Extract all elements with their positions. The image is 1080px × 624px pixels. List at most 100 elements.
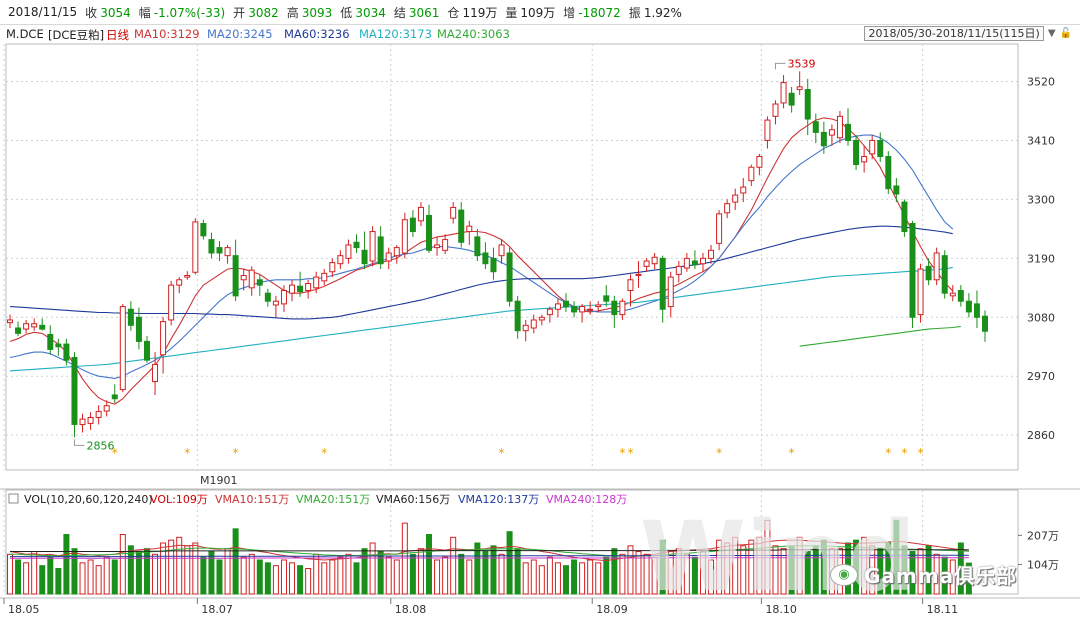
- candle-body: [87, 416, 94, 424]
- stat-item: 增 -18072: [563, 4, 621, 21]
- ma-line-ma60: [9, 225, 953, 320]
- volume-bar: [748, 539, 755, 595]
- volume-bar: [933, 553, 940, 595]
- stat-item: 结 3061: [394, 4, 440, 21]
- candle-body: [619, 300, 626, 316]
- candle-body: [208, 239, 215, 254]
- volume-bar: [603, 556, 610, 595]
- volume-bar: [143, 548, 150, 595]
- candle-body: [546, 308, 553, 316]
- volume-bar: [39, 565, 46, 595]
- lock-icon[interactable]: 🔓: [1059, 28, 1072, 39]
- stat-value: -1.07%(-33): [153, 5, 226, 20]
- candle-body: [216, 247, 223, 254]
- volume-bar: [716, 539, 723, 595]
- volume-bar: [756, 536, 763, 595]
- x-tick-label: 18.09: [596, 603, 628, 616]
- volume-bar: [63, 534, 70, 595]
- candle-body: [901, 201, 908, 233]
- event-star-icon: *: [716, 446, 722, 460]
- candle-body: [716, 213, 723, 244]
- candle-body: [788, 92, 795, 106]
- candle-body: [627, 279, 634, 291]
- volume-bar: [820, 539, 827, 595]
- candle-body: [820, 131, 827, 147]
- candle-body: [482, 252, 489, 265]
- volume-bar: [47, 556, 54, 595]
- volume-bar: [635, 551, 642, 595]
- date-range-text[interactable]: 2018/05/30-2018/11/15(115日): [864, 26, 1044, 41]
- candle-body: [732, 194, 739, 203]
- volume-bar: [579, 562, 586, 595]
- candle-body: [297, 285, 304, 293]
- date-range-selector[interactable]: 2018/05/30-2018/11/15(115日) ▼ 🔓: [864, 26, 1072, 41]
- annotation-leader: [774, 62, 786, 70]
- candle-body: [192, 221, 199, 273]
- stat-key: 低: [340, 5, 353, 20]
- volume-bar: [426, 534, 433, 595]
- volume-bar: [208, 551, 215, 595]
- candle-body: [329, 262, 336, 273]
- candle-body: [232, 255, 239, 297]
- stat-value: 109万: [520, 5, 556, 20]
- volume-bar: [216, 559, 223, 595]
- candle-body: [224, 247, 231, 257]
- stat-value: 1.92%: [643, 5, 682, 20]
- candle-body: [917, 268, 924, 316]
- y-tick-label: 3520: [1027, 76, 1055, 89]
- volume-legend-item: VMA240:128万: [546, 493, 627, 506]
- volume-bar: [772, 545, 779, 595]
- stat-item: 高 3093: [287, 4, 333, 21]
- volume-bar: [869, 545, 876, 595]
- ma-line-ma120: [9, 266, 953, 372]
- volume-bar: [119, 534, 126, 595]
- x-tick-label: 18.07: [201, 603, 233, 616]
- event-star-icon: *: [918, 446, 924, 460]
- volume-bar: [901, 545, 908, 595]
- wind-logo-watermark: Wind: [640, 501, 916, 613]
- dropdown-arrow-icon[interactable]: ▼: [1047, 28, 1056, 39]
- volume-bar: [917, 548, 924, 595]
- candle-body: [675, 265, 682, 275]
- candle-body: [264, 292, 271, 302]
- candle-body: [554, 303, 561, 310]
- candle-body: [143, 340, 150, 361]
- vol-tick-label: 104万: [1027, 559, 1059, 572]
- volume-legend-item: VOL:109万: [150, 493, 208, 506]
- volume-bar: [176, 536, 183, 595]
- y-tick-label: 3190: [1027, 252, 1055, 265]
- volume-bar: [458, 553, 465, 595]
- stat-item: 开 3082: [233, 4, 279, 21]
- candle-body: [111, 394, 118, 400]
- candle-body: [426, 214, 433, 251]
- event-star-icon: *: [789, 446, 795, 460]
- volume-bar: [877, 548, 884, 595]
- event-star-icon: *: [619, 446, 625, 460]
- candle-body: [434, 244, 441, 249]
- candle-body: [514, 300, 521, 332]
- volume-bar: [434, 559, 441, 595]
- event-star-icon: *: [627, 446, 633, 460]
- candle-body: [933, 252, 940, 281]
- candle-body: [861, 156, 868, 163]
- candle-body: [965, 300, 972, 313]
- volume-bar: [675, 548, 682, 595]
- candle-body: [691, 260, 698, 266]
- vma-line-vma240: [10, 557, 969, 559]
- volume-bar: [925, 545, 932, 595]
- volume-bar: [522, 562, 529, 595]
- candle-body: [571, 306, 578, 313]
- volume-bar: [893, 519, 900, 595]
- volume-bar: [297, 565, 304, 595]
- ma-line-ma10: [9, 117, 954, 405]
- volume-bar: [474, 542, 481, 595]
- candle-body: [127, 308, 134, 326]
- candle-body: [490, 257, 497, 273]
- volume-bar: [861, 536, 868, 595]
- candle-body: [160, 321, 167, 356]
- stat-value: 3054: [100, 5, 131, 20]
- volume-bar: [409, 553, 416, 595]
- candle-body: [764, 119, 771, 141]
- vma-line-vma10: [9, 539, 969, 562]
